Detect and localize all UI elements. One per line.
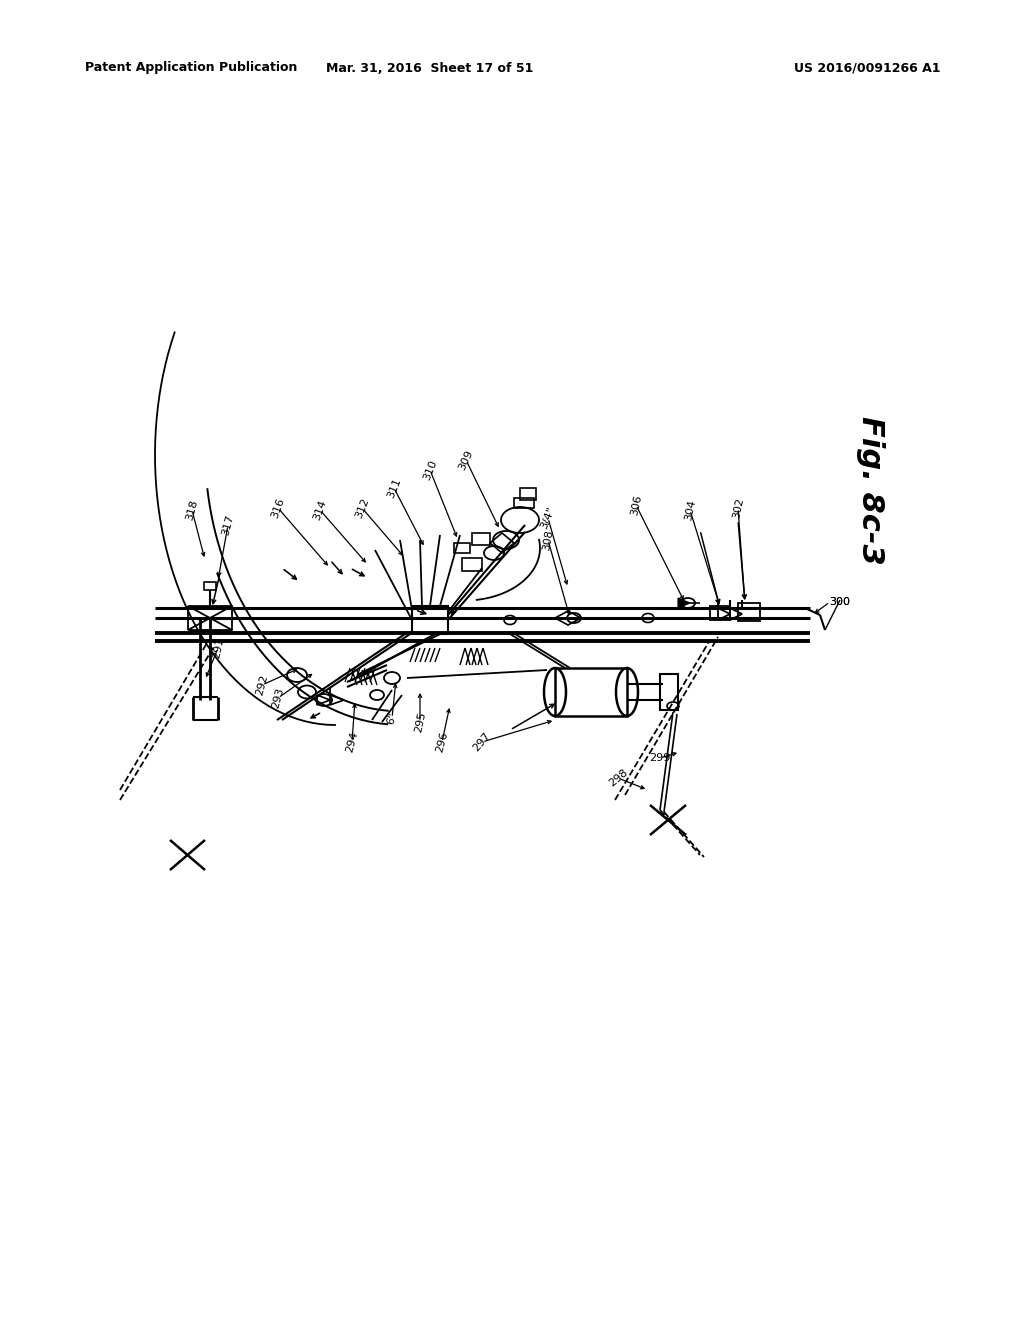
Bar bbox=[454, 543, 470, 553]
Text: 317: 317 bbox=[220, 513, 236, 536]
Text: 299: 299 bbox=[649, 752, 671, 763]
Bar bbox=[520, 488, 536, 500]
Text: 295: 295 bbox=[413, 710, 427, 734]
Text: 292: 292 bbox=[254, 673, 269, 697]
Text: 298: 298 bbox=[606, 767, 630, 789]
Polygon shape bbox=[678, 598, 690, 609]
Bar bbox=[660, 675, 678, 710]
Text: 6": 6" bbox=[386, 710, 398, 725]
Bar bbox=[204, 582, 216, 590]
Text: 300: 300 bbox=[829, 597, 851, 607]
Bar bbox=[462, 558, 482, 572]
Text: 318: 318 bbox=[184, 499, 200, 521]
Text: 311: 311 bbox=[385, 477, 402, 499]
Bar bbox=[555, 668, 627, 715]
Text: Mar. 31, 2016  Sheet 17 of 51: Mar. 31, 2016 Sheet 17 of 51 bbox=[327, 62, 534, 74]
Bar bbox=[412, 606, 449, 634]
Text: 308: 308 bbox=[542, 529, 555, 552]
Text: 291: 291 bbox=[211, 636, 225, 660]
Text: 309: 309 bbox=[457, 449, 475, 471]
Text: Patent Application Publication: Patent Application Publication bbox=[85, 62, 297, 74]
Bar bbox=[738, 603, 760, 620]
Text: 294: 294 bbox=[344, 730, 359, 754]
Text: Fig. 8c-3: Fig. 8c-3 bbox=[855, 416, 885, 565]
Text: 296: 296 bbox=[434, 730, 450, 754]
Text: 297: 297 bbox=[471, 730, 493, 754]
Text: US 2016/0091266 A1: US 2016/0091266 A1 bbox=[794, 62, 940, 74]
Bar bbox=[710, 606, 730, 620]
Bar bbox=[514, 498, 534, 508]
Text: 302: 302 bbox=[731, 496, 745, 519]
Bar bbox=[472, 533, 490, 545]
Text: 314: 314 bbox=[311, 499, 329, 521]
Text: 300: 300 bbox=[829, 597, 851, 607]
Text: 312: 312 bbox=[353, 496, 371, 520]
Text: 310: 310 bbox=[422, 458, 438, 482]
Text: 316: 316 bbox=[269, 496, 287, 520]
Text: 306: 306 bbox=[629, 494, 643, 516]
Text: 3/4": 3/4" bbox=[539, 506, 557, 531]
Text: 293: 293 bbox=[270, 686, 286, 710]
Text: 304: 304 bbox=[683, 499, 697, 521]
